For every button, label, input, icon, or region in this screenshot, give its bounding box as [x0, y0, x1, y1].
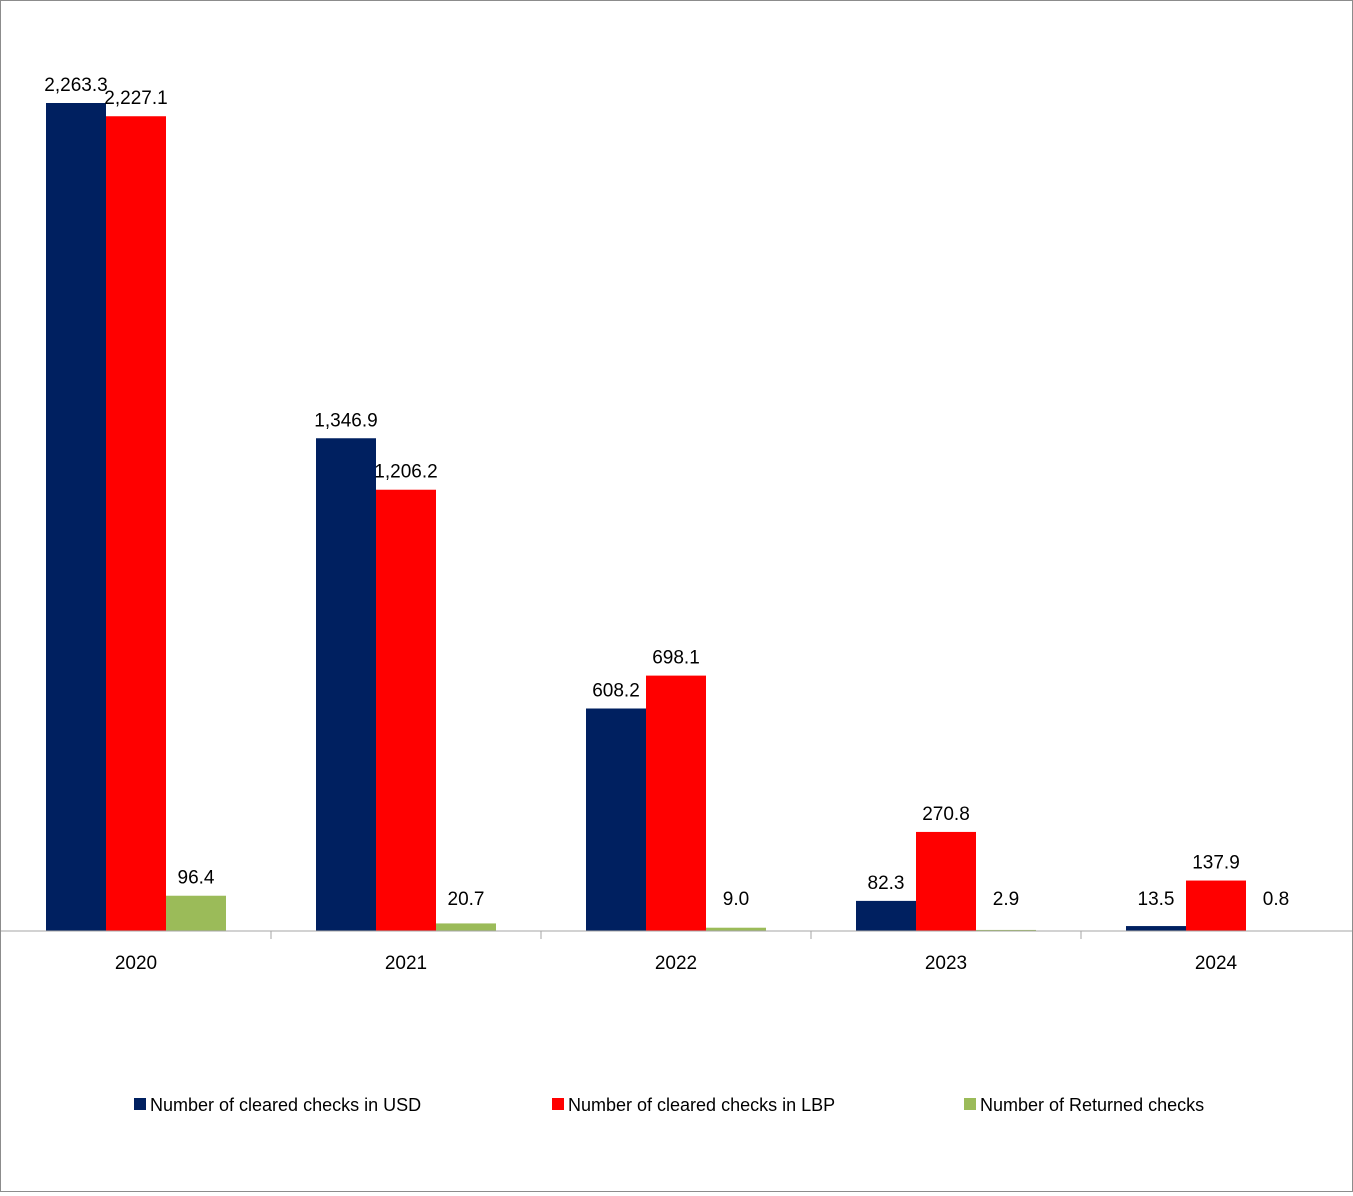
bar-number-of-cleared-checks-in-usd-2021 [316, 438, 376, 931]
data-label-number-of-cleared-checks-in-lbp-2020: 2,227.1 [104, 88, 167, 109]
bar-number-of-cleared-checks-in-lbp-2021 [376, 490, 436, 931]
x-tick-label-2020: 2020 [115, 953, 157, 974]
data-label-number-of-returned-checks-2024: 0.8 [1263, 889, 1289, 910]
bar-number-of-cleared-checks-in-lbp-2023 [916, 832, 976, 931]
bar-number-of-returned-checks-2021 [436, 923, 496, 931]
legend-swatch [134, 1098, 146, 1110]
bar-number-of-cleared-checks-in-usd-2022 [586, 708, 646, 931]
legend-item-number-of-cleared-checks-in-usd: Number of cleared checks in USD [134, 1095, 421, 1115]
data-label-number-of-cleared-checks-in-lbp-2021: 1,206.2 [374, 462, 437, 483]
data-label-number-of-cleared-checks-in-lbp-2022: 698.1 [652, 648, 700, 669]
legend-item-number-of-returned-checks: Number of Returned checks [964, 1095, 1204, 1115]
data-label-number-of-cleared-checks-in-usd-2020: 2,263.3 [44, 75, 107, 96]
bar-number-of-cleared-checks-in-usd-2020 [46, 103, 106, 931]
legend-swatch [964, 1098, 976, 1110]
data-label-number-of-cleared-checks-in-usd-2023: 82.3 [868, 873, 905, 894]
x-tick-label-2023: 2023 [925, 953, 967, 974]
data-label-number-of-cleared-checks-in-usd-2022: 608.2 [592, 680, 640, 701]
legend: Number of cleared checks in USD Number of… [134, 1095, 1204, 1115]
x-tick-label-2021: 2021 [385, 953, 427, 974]
legend-item-number-of-cleared-checks-in-lbp: Number of cleared checks in LBP [552, 1095, 835, 1115]
data-label-number-of-cleared-checks-in-lbp-2023: 270.8 [922, 804, 970, 825]
data-label-number-of-cleared-checks-in-usd-2024: 13.5 [1138, 889, 1175, 910]
legend-label: Number of cleared checks in LBP [568, 1095, 835, 1115]
legend-label: Number of cleared checks in USD [150, 1095, 421, 1115]
bar-number-of-cleared-checks-in-usd-2024 [1126, 926, 1186, 931]
legend-label: Number of Returned checks [980, 1095, 1204, 1115]
bar-number-of-cleared-checks-in-usd-2023 [856, 901, 916, 931]
data-label-number-of-returned-checks-2020: 96.4 [178, 868, 215, 889]
data-label-number-of-returned-checks-2021: 20.7 [448, 889, 485, 910]
x-tick-label-2024: 2024 [1195, 953, 1238, 974]
bar-number-of-cleared-checks-in-lbp-2020 [106, 116, 166, 931]
data-label-number-of-cleared-checks-in-lbp-2024: 137.9 [1192, 853, 1240, 874]
bar-number-of-returned-checks-2020 [166, 896, 226, 931]
legend-swatch [552, 1098, 564, 1110]
data-label-number-of-returned-checks-2023: 2.9 [993, 889, 1019, 910]
bar-number-of-cleared-checks-in-lbp-2022 [646, 676, 706, 931]
bar-number-of-cleared-checks-in-lbp-2024 [1186, 881, 1246, 931]
data-label-number-of-returned-checks-2022: 9.0 [723, 889, 749, 910]
bars-group [46, 103, 1306, 931]
data-label-number-of-cleared-checks-in-usd-2021: 1,346.9 [314, 410, 377, 431]
x-axis-ticks-group: 2020 2021 2022 2023 2024 [115, 931, 1238, 974]
x-tick-label-2022: 2022 [655, 953, 697, 974]
